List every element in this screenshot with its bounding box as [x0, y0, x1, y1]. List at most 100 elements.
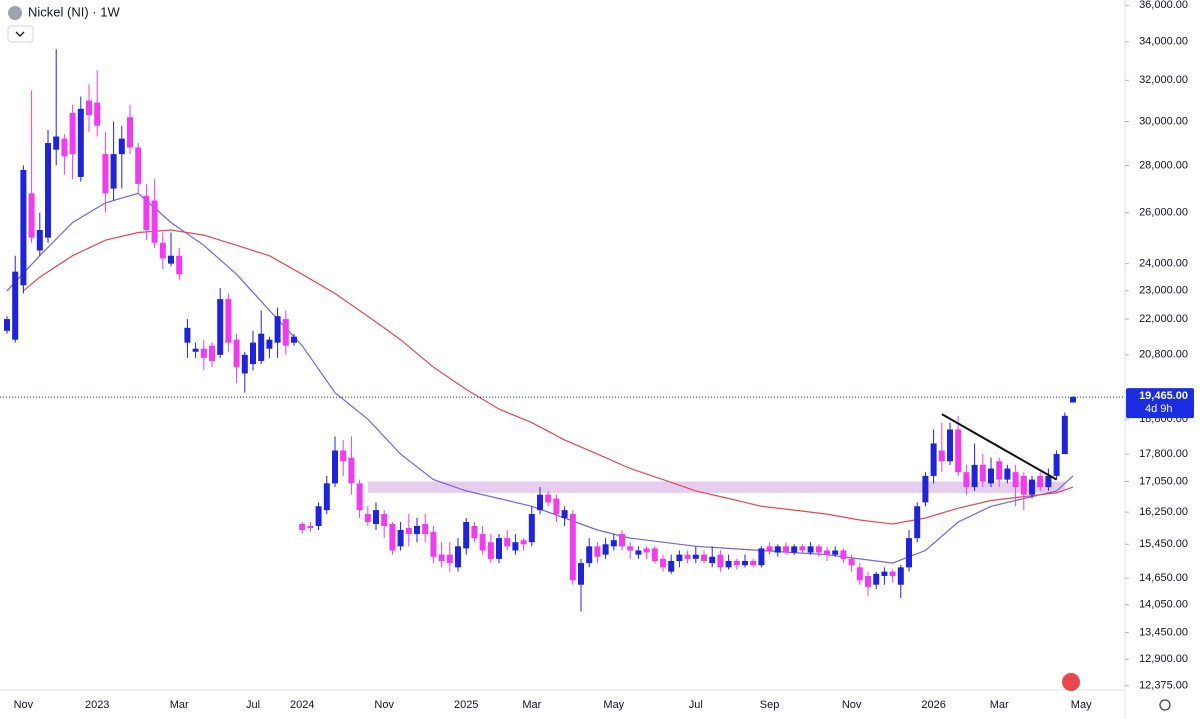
candle-body: [241, 354, 248, 374]
collapse-button[interactable]: [7, 25, 34, 43]
candle-body: [619, 534, 625, 547]
candle-body: [299, 523, 306, 531]
y-tick-label: 32,000.00: [1139, 74, 1188, 86]
y-tick-label: 14,050.00: [1139, 599, 1188, 611]
y-tick-label: 12,375.00: [1139, 680, 1188, 692]
candle-body: [643, 548, 650, 553]
candle-body: [110, 154, 117, 189]
countdown-label: 4d 9h: [1145, 403, 1173, 415]
y-tick-label: 15,450.00: [1139, 538, 1188, 550]
candle-body: [930, 443, 937, 476]
candle-body: [118, 138, 125, 155]
candle-body: [94, 102, 101, 126]
candle-body: [1070, 397, 1076, 403]
candle-body: [791, 546, 798, 553]
candle-body: [364, 514, 371, 522]
candle-body: [463, 521, 470, 549]
candle-body: [455, 546, 461, 568]
candle-body: [381, 514, 388, 526]
candle-body: [86, 100, 92, 116]
candle-body: [914, 506, 921, 539]
candle-body: [405, 527, 412, 535]
candle-body: [865, 575, 871, 587]
candle-body: [217, 299, 224, 355]
candle-body: [832, 550, 839, 555]
y-tick-label: 14,650.00: [1139, 572, 1188, 584]
y-tick-label: 13,450.00: [1139, 627, 1188, 639]
candle-body: [766, 546, 773, 551]
candle-body: [53, 136, 60, 150]
candle-body: [340, 450, 347, 462]
settings-icon[interactable]: [1159, 699, 1171, 711]
candle-body: [20, 169, 27, 286]
candle-body: [807, 546, 814, 553]
candle-body: [28, 193, 35, 238]
candle-body: [848, 558, 855, 566]
x-tick-label: 2023: [85, 699, 109, 711]
x-tick-label: Mar: [990, 699, 1009, 711]
candle-body: [446, 554, 453, 564]
candle-body: [143, 195, 150, 231]
candle-body: [471, 525, 478, 539]
candle-body: [938, 450, 945, 462]
candle-body: [323, 483, 330, 511]
y-tick-label: 24,000.00: [1139, 258, 1188, 270]
candle-body: [668, 560, 675, 572]
candle-body: [45, 143, 51, 238]
candle-body: [701, 554, 707, 561]
candle-body: [922, 475, 929, 503]
candle-body: [840, 550, 847, 559]
candle-body: [545, 494, 552, 503]
candle-body: [856, 567, 863, 581]
y-tick-label: 26,000.00: [1139, 207, 1188, 219]
candle-body: [1004, 468, 1011, 480]
candle-body: [815, 546, 822, 553]
y-tick-label: 30,000.00: [1139, 115, 1188, 127]
candle-body: [291, 336, 297, 343]
candle-body: [897, 567, 904, 585]
candle-body: [733, 560, 740, 566]
candle-body: [610, 540, 617, 547]
candle-body: [512, 542, 519, 551]
chevron-icon: [15, 31, 25, 37]
plot-area: [4, 49, 1076, 612]
candle-body: [988, 468, 994, 484]
flag-icon: [1062, 673, 1080, 691]
candle-body: [717, 554, 724, 568]
candle-body: [1053, 454, 1060, 476]
candle-body: [684, 554, 691, 559]
y-tick-label: 20,800.00: [1139, 349, 1188, 361]
candle-body: [315, 506, 322, 526]
candle-body: [651, 548, 658, 561]
candle-body: [1061, 415, 1068, 455]
candle-body: [963, 472, 970, 488]
candle-body: [1045, 475, 1052, 488]
candle-body: [69, 113, 76, 155]
last-price-box: [1126, 388, 1194, 419]
candle-body: [586, 546, 593, 564]
candle-body: [799, 546, 806, 551]
candle-body: [250, 342, 256, 365]
candle-body: [742, 560, 748, 566]
candle-body: [184, 327, 191, 343]
candle-body: [479, 534, 486, 551]
candle-body: [996, 461, 1003, 480]
candle-body: [176, 255, 183, 275]
candle-body: [282, 319, 289, 346]
x-tick-label: Jul: [689, 699, 703, 711]
x-tick-label: Sep: [760, 699, 780, 711]
candle-body: [127, 117, 133, 148]
candle-body: [725, 560, 732, 568]
candle-body: [569, 514, 576, 581]
candle-body: [77, 108, 84, 177]
candle-body: [151, 200, 158, 243]
candle-body: [824, 550, 830, 555]
candle-body: [36, 230, 43, 251]
candle-body: [438, 554, 445, 561]
candle-body: [397, 530, 404, 547]
x-tick-label: Nov: [14, 699, 34, 711]
y-tick-label: 16,250.00: [1139, 506, 1188, 518]
x-tick-label: Mar: [522, 699, 541, 711]
candle-body: [758, 548, 765, 566]
